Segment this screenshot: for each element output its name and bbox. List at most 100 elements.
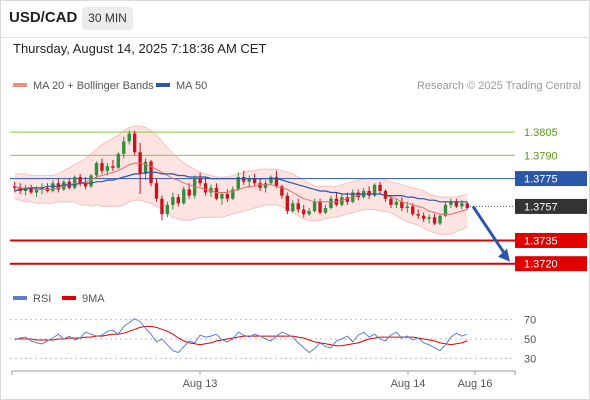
candle-body [209, 187, 213, 193]
candle [367, 186, 371, 199]
candle-body [236, 177, 240, 190]
level-1-3735: 1.3735 [10, 232, 587, 248]
candle-body [307, 211, 311, 215]
candle-body [111, 166, 115, 168]
candle [394, 198, 399, 208]
candle [203, 177, 208, 196]
candle [100, 158, 104, 174]
candle-body [220, 194, 224, 199]
candle [356, 189, 360, 201]
candle-body [51, 183, 55, 191]
candle [416, 209, 420, 219]
candle-body [105, 166, 110, 171]
candle [389, 195, 393, 208]
level-label: 1.3805 [524, 127, 558, 139]
candle-body [296, 203, 300, 210]
candle-body [291, 203, 295, 212]
candle [421, 212, 426, 222]
candle-body [367, 190, 371, 196]
projection-arrow-shaft [471, 205, 508, 257]
candle-body [203, 183, 208, 193]
legend-9ma: 9MA [62, 293, 105, 305]
candle-body [13, 186, 17, 188]
candle-body [400, 201, 404, 208]
candle [143, 158, 148, 181]
candle-body [329, 198, 333, 208]
candle [171, 192, 175, 210]
x-tick-label: Aug 14 [391, 378, 426, 390]
candle [296, 198, 300, 213]
candle-body [454, 201, 459, 207]
candle [62, 180, 66, 191]
legend-bollinger-label: MA 20 + Bollinger Bands [33, 80, 154, 92]
candle-body [438, 215, 442, 224]
rsi-9ma-line [14, 325, 468, 347]
bollinger-upper-line [14, 125, 468, 198]
candle [312, 198, 317, 213]
candle-body [116, 153, 121, 168]
x-axis: Aug 13 Aug 14 Aug 16 [11, 370, 516, 390]
legend-ma50-label: MA 50 [176, 80, 208, 92]
candle [78, 173, 82, 187]
level-tag-label: 1.3720 [524, 259, 558, 271]
candle [323, 204, 328, 215]
datetime-label: Thursday, August 14, 2025 7:18:36 AM CET [13, 41, 267, 56]
candle [263, 180, 268, 193]
projection-arrow [471, 205, 510, 262]
candle [454, 198, 459, 208]
candle [40, 183, 44, 195]
candle [176, 194, 180, 207]
candle-body [89, 175, 93, 187]
candle [302, 204, 306, 218]
candle [242, 170, 246, 185]
candle-body [372, 184, 377, 196]
candle-body [122, 141, 126, 154]
candle-body [449, 201, 453, 205]
candle [225, 189, 230, 202]
candle-body [443, 204, 448, 216]
candle-body [34, 189, 39, 193]
bollinger-lower-line [14, 198, 468, 235]
candle [449, 198, 453, 208]
credit-label: Research © 2025 Trading Central [416, 80, 581, 92]
candle-body [29, 187, 33, 193]
legend-ma50: MA 50 [156, 80, 207, 92]
candle-body [40, 187, 44, 190]
candle-body [389, 198, 393, 205]
candle [318, 198, 322, 215]
candle [132, 130, 137, 156]
candle-body [83, 183, 88, 187]
candle [160, 195, 164, 221]
candle-body [356, 192, 360, 198]
candle [149, 160, 153, 187]
candle [165, 201, 170, 218]
level-label: 1.3790 [524, 150, 558, 162]
candle [220, 192, 224, 205]
x-tick-label: Aug 13 [183, 378, 218, 390]
rsi-panel: 70 50 30 [10, 315, 536, 365]
candle-body [269, 177, 273, 184]
rsi-tick-label: 50 [524, 334, 536, 346]
candle-body [460, 203, 464, 207]
rsi-tick-label: 30 [524, 353, 536, 365]
candle-body [427, 217, 431, 219]
candle-body [405, 206, 409, 208]
legend-ma50-swatch [156, 83, 170, 88]
level-1-3805: 1.3805 [10, 127, 558, 139]
candle-body [73, 177, 77, 188]
candle [29, 184, 33, 195]
candle-body [94, 163, 99, 176]
candle-body [465, 203, 469, 208]
candle-body [285, 195, 290, 212]
candle [127, 130, 131, 145]
ma20-line [14, 162, 468, 215]
candle [187, 183, 191, 199]
candle [252, 173, 257, 187]
candle-body [160, 198, 164, 215]
level-1-3790: 1.3790 [10, 150, 558, 162]
candle [274, 170, 279, 188]
timeframe-button[interactable]: 30 MIN [82, 7, 133, 30]
level-tag [515, 171, 587, 187]
bollinger-band-area [14, 126, 468, 235]
